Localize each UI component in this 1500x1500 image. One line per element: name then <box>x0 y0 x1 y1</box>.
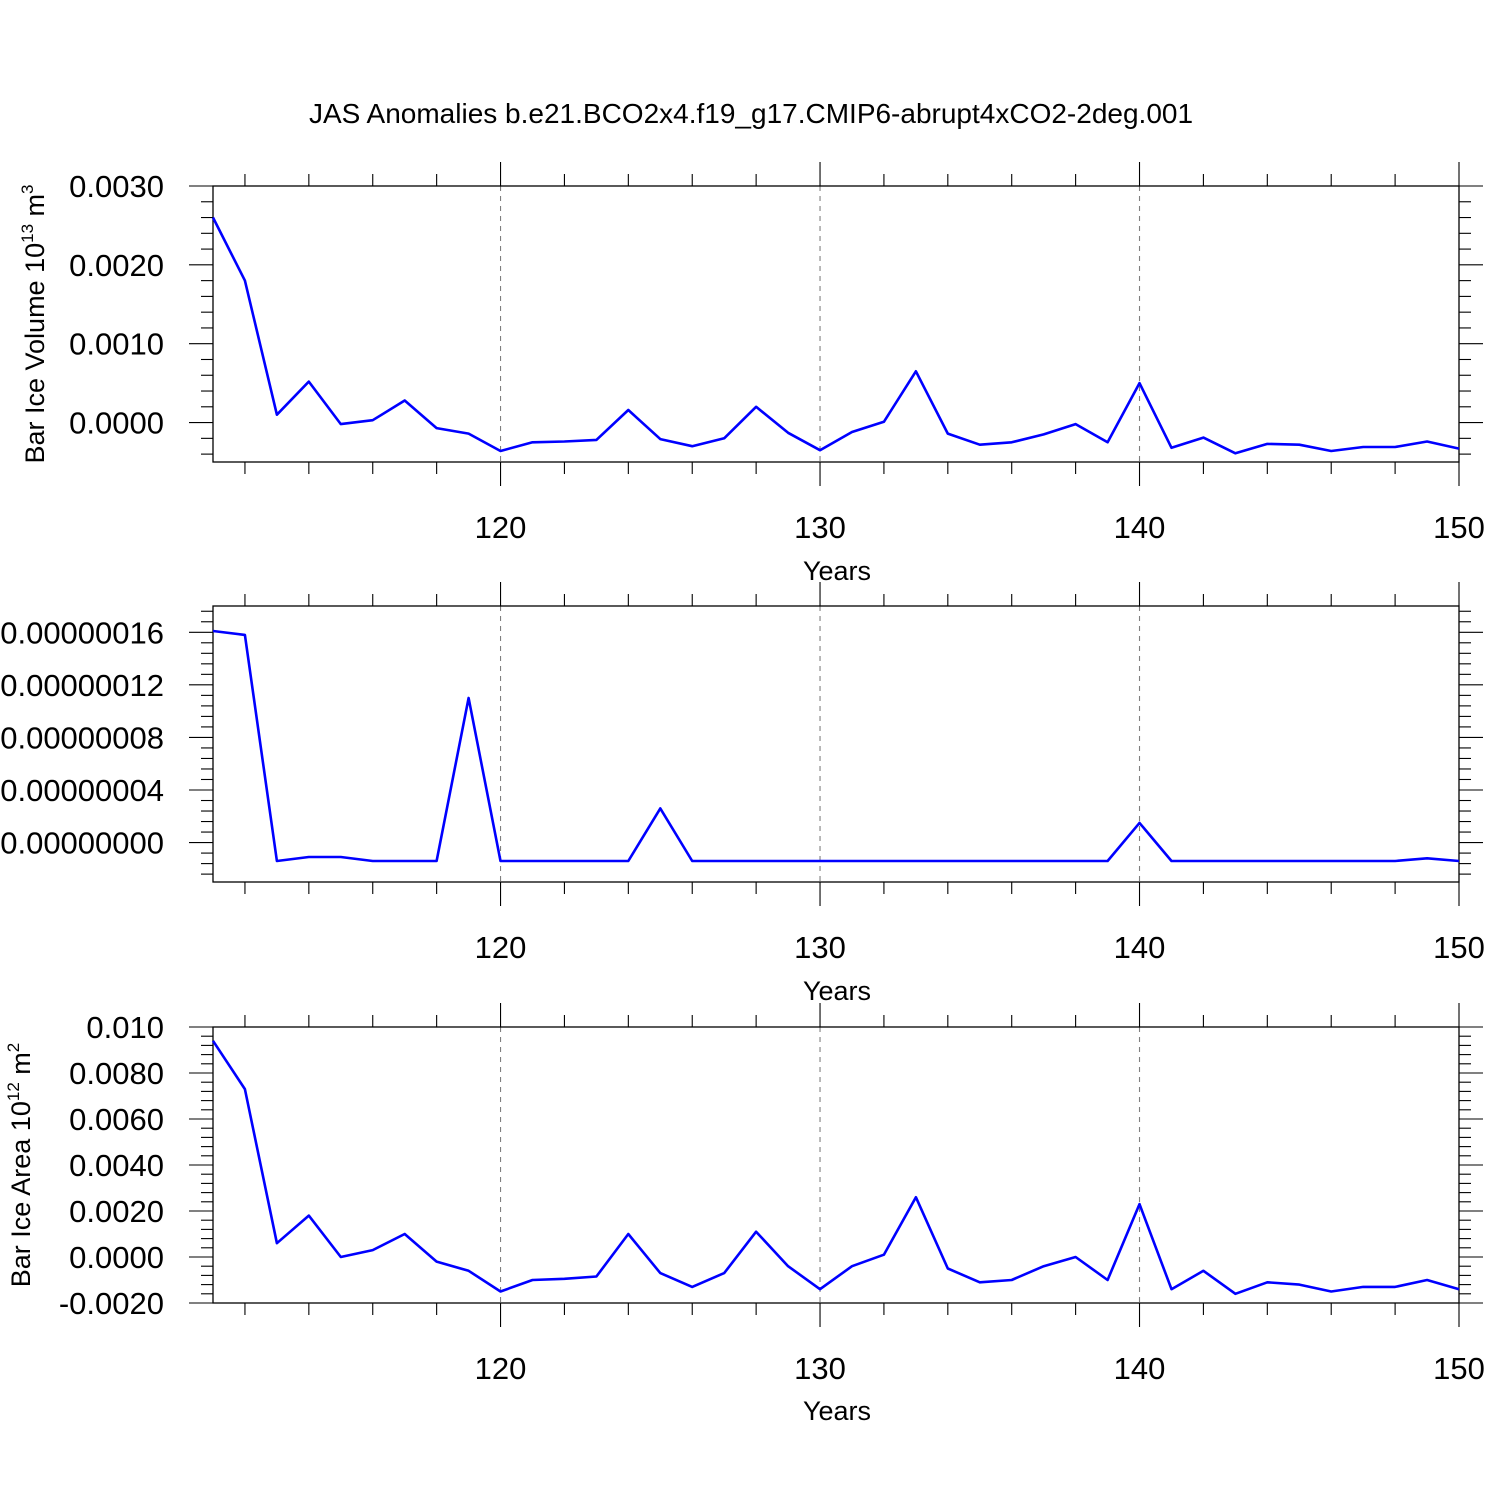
plot-frame <box>212 1026 1460 1304</box>
y-axis-label: Bar Ice Area 1012 m2 <box>4 1043 36 1288</box>
y-tick-label: 0.00000008 <box>0 720 164 755</box>
x-axis-label: Years <box>803 1396 871 1426</box>
y-tick-label: 0.0010 <box>69 327 164 362</box>
y-tick-label: 0.0080 <box>69 1056 164 1091</box>
y-tick-label: 0.00000000 <box>0 826 164 861</box>
x-tick-label: 140 <box>1114 930 1166 965</box>
ice-area-panel: Years Bar Ice Area 1012 m2 120 130 140 150 0… <box>4 1003 1485 1426</box>
x-tick-label: 150 <box>1433 510 1485 545</box>
y-tick-label: 0.0060 <box>69 1102 164 1137</box>
y-tick-label: -0.0020 <box>59 1286 164 1321</box>
y-tick-label: 0.00000016 <box>0 615 164 650</box>
plot-frame <box>212 185 1460 463</box>
x-axis-label: Years <box>803 976 871 1006</box>
x-tick-label: 150 <box>1433 1351 1485 1386</box>
x-tick-label: 120 <box>475 510 527 545</box>
data-line <box>211 216 1460 455</box>
data-line <box>212 629 1460 863</box>
x-tick-label: 140 <box>1114 1351 1166 1386</box>
x-tick-label: 120 <box>475 1351 527 1386</box>
y-tick-label: 0.0030 <box>69 169 164 204</box>
y-tick-label: 0.00000012 <box>0 668 164 703</box>
x-tick-label: 140 <box>1114 510 1166 545</box>
x-tick-label: 150 <box>1433 930 1485 965</box>
x-tick-label: 130 <box>794 930 846 965</box>
plot-frame <box>212 605 1460 883</box>
y-tick-label: 0.0000 <box>69 1240 164 1275</box>
ice-volume-panel: Years Bar Ice Volume 1013 m3 120 130 140 15… <box>18 162 1485 586</box>
data-line <box>211 1040 1460 1296</box>
y-axis-label: Bar Ice Volume 1013 m3 <box>18 184 50 463</box>
x-tick-label: 130 <box>794 510 846 545</box>
x-tick-label: 120 <box>475 930 527 965</box>
y-tick-label: 0.0020 <box>69 1194 164 1229</box>
y-tick-label: 0.00000004 <box>0 773 164 808</box>
y-tick-label: 0.0000 <box>69 406 164 441</box>
y-tick-label: 0.0040 <box>69 1148 164 1183</box>
y-tick-label: 0.0020 <box>69 248 164 283</box>
figure-title: JAS Anomalies b.e21.BCO2x4.f19_g17.CMIP6… <box>309 98 1193 129</box>
y-tick-label: 0.010 <box>86 1010 164 1045</box>
x-tick-label: 130 <box>794 1351 846 1386</box>
middle-panel: Years 120 130 140 150 0.00000016 0.00000012 0.… <box>0 582 1485 1006</box>
x-axis-label: Years <box>803 556 871 586</box>
